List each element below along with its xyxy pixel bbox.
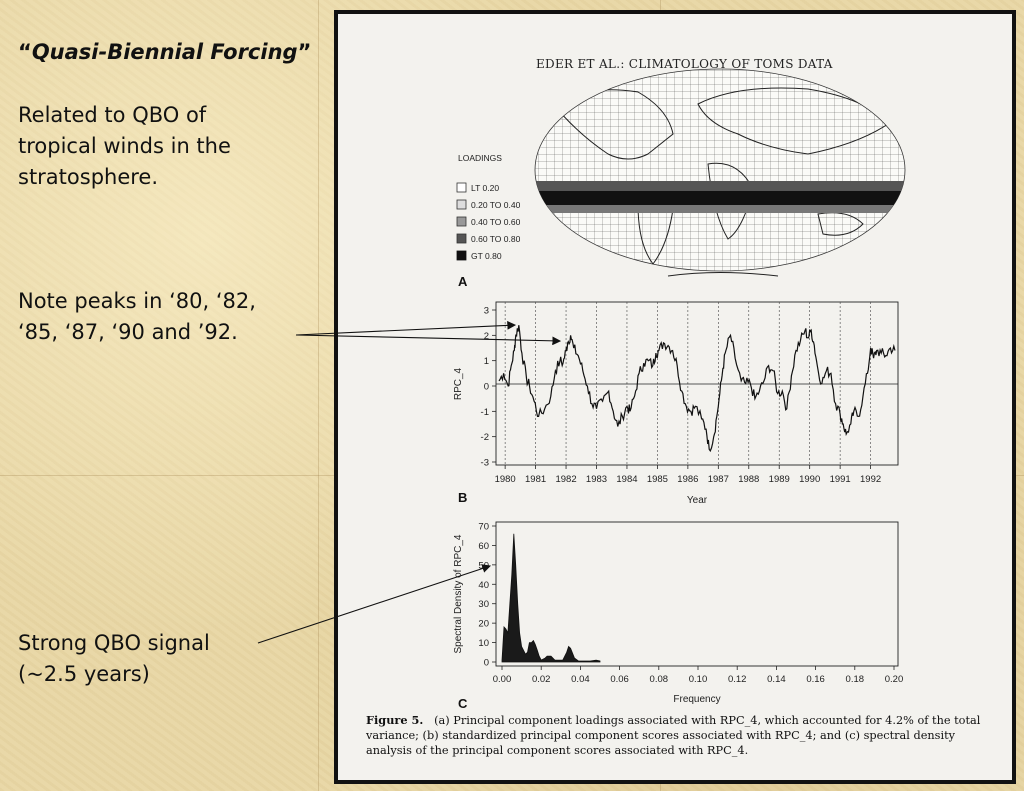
- time-series-ytick-label: 2: [484, 331, 489, 342]
- time-series-ylabel: RPC_4: [453, 367, 464, 400]
- caption-lead: Figure 5.: [366, 713, 424, 727]
- legend-item-5: GT 0.80: [471, 251, 502, 261]
- qbo-signal-line-1: Strong QBO signal: [18, 631, 210, 655]
- scanned-figure: EDER ET AL.: CLIMATOLOGY OF TOMS DATA: [334, 10, 1016, 784]
- figure-caption: Figure 5. (a) Principal component loadin…: [366, 713, 998, 758]
- legend-item-4: 0.60 TO 0.80: [471, 234, 521, 244]
- time-series-xtick-label: 1989: [769, 474, 790, 485]
- spectral-xlabel: Frequency: [673, 694, 720, 705]
- qbo-description-line-1: Related to QBO of: [18, 103, 207, 127]
- legend-item-2: 0.20 TO 0.40: [471, 200, 521, 210]
- spectral-ytick-label: 10: [478, 638, 489, 649]
- time-series-xtick-label: 1982: [555, 474, 576, 485]
- peaks-note-line-1: Note peaks in ‘80, ‘82,: [18, 289, 256, 313]
- panel-c-label: C: [458, 696, 468, 711]
- paper-header: EDER ET AL.: CLIMATOLOGY OF TOMS DATA: [536, 57, 833, 71]
- time-series-xtick-label: 1986: [677, 474, 698, 485]
- title-open-quote: “: [18, 40, 32, 64]
- qbo-description-line-3: stratosphere.: [18, 165, 159, 189]
- rpc4-series-line: [498, 325, 896, 453]
- spectral-xtick-label: 0.18: [846, 674, 865, 685]
- spectral-xtick-label: 0.08: [650, 674, 669, 685]
- time-series-xlabel: Year: [687, 495, 708, 506]
- spectral-xtick-label: 0.10: [689, 674, 708, 685]
- time-series-y-ticks: 3 2 1 0 -1 -2 -3: [481, 306, 496, 469]
- peaks-note: Note peaks in ‘80, ‘82, ‘85, ‘87, ‘90 an…: [18, 286, 256, 348]
- spectral-xtick-label: 0.02: [532, 674, 551, 685]
- title-text: Quasi-Biennial Forcing: [31, 40, 298, 64]
- loadings-map: [534, 68, 906, 277]
- spectral-y-ticks: 70 60 50 40 30 20 10 0: [478, 522, 496, 669]
- time-series-ytick-label: 3: [484, 306, 489, 317]
- qbo-description-line-2: tropical winds in the: [18, 134, 231, 158]
- legend-item-1: LT 0.20: [471, 183, 499, 193]
- spectral-ytick-label: 60: [478, 541, 489, 552]
- spectral-ytick-label: 30: [478, 599, 489, 610]
- slide-title: “Quasi-Biennial Forcing”: [18, 40, 311, 64]
- time-series-ytick-label: -2: [481, 432, 489, 443]
- qbo-signal-note: Strong QBO signal (~2.5 years): [18, 628, 210, 690]
- time-series-gridlines: [504, 302, 871, 465]
- spectral-ytick-label: 0: [484, 658, 489, 669]
- time-series-xtick-label: 1991: [830, 474, 851, 485]
- spectral-xtick-label: 0.06: [610, 674, 629, 685]
- time-series-xtick-label: 1985: [647, 474, 668, 485]
- spectral-ytick-label: 70: [478, 522, 489, 533]
- time-series-xtick-label: 1980: [495, 474, 516, 485]
- time-series-xtick-label: 1990: [799, 474, 820, 485]
- time-series-xtick-label: 1984: [616, 474, 637, 485]
- qbo-description: Related to QBO of tropical winds in the …: [18, 100, 231, 193]
- time-series-xtick-label: 1987: [708, 474, 729, 485]
- legend-title: LOADINGS: [458, 153, 502, 163]
- legend-item-3: 0.40 TO 0.60: [471, 217, 521, 227]
- title-close-quote: ”: [297, 40, 312, 64]
- spectral-ylabel: Spectral Density of RPC_4: [453, 534, 464, 653]
- panel-b-label: B: [458, 490, 467, 505]
- caption-body: (a) Principal component loadings associa…: [366, 714, 981, 757]
- spectral-xtick-label: 0.12: [728, 674, 747, 685]
- time-series-ytick-label: 1: [484, 356, 489, 367]
- time-series-xtick-label: 1992: [860, 474, 881, 485]
- spectral-xtick-label: 0.20: [885, 674, 904, 685]
- qbo-signal-line-2: (~2.5 years): [18, 662, 150, 686]
- spectral-xtick-label: 0.16: [806, 674, 825, 685]
- time-series-xtick-label: 1981: [525, 474, 546, 485]
- peaks-note-line-2: ‘85, ‘87, ‘90 and ’92.: [18, 320, 238, 344]
- spectral-density-area: [501, 533, 601, 663]
- spectral-xtick-label: 0.04: [571, 674, 590, 685]
- spectral-ytick-label: 20: [478, 619, 489, 630]
- spectral-density-chart: 70 60 50 40 30 20 10 0 0.00 0.02 0.04 0.06 0.08 0.10…: [453, 522, 903, 706]
- time-series-x-ticks: 1980 1981 1982 1983 1984 1985 1986 1987 1988 1989…: [495, 465, 881, 485]
- spectral-ytick-label: 50: [478, 560, 489, 571]
- spectral-xtick-label: 0.14: [767, 674, 786, 685]
- time-series-xtick-label: 1988: [738, 474, 759, 485]
- spectral-x-ticks: 0.00 0.02 0.04 0.06 0.08 0.10 0.12 0.14 0.16 0.18…: [493, 666, 904, 685]
- time-series-ytick-label: 0: [484, 382, 489, 393]
- time-series-ytick-label: -1: [481, 407, 489, 418]
- spectral-ytick-label: 40: [478, 580, 489, 591]
- loadings-legend-swatches: [456, 182, 467, 261]
- time-series-ytick-label: -3: [481, 458, 489, 469]
- spectral-xtick-label: 0.00: [493, 674, 512, 685]
- time-series-xtick-label: 1983: [586, 474, 607, 485]
- panel-a-label: A: [458, 274, 468, 289]
